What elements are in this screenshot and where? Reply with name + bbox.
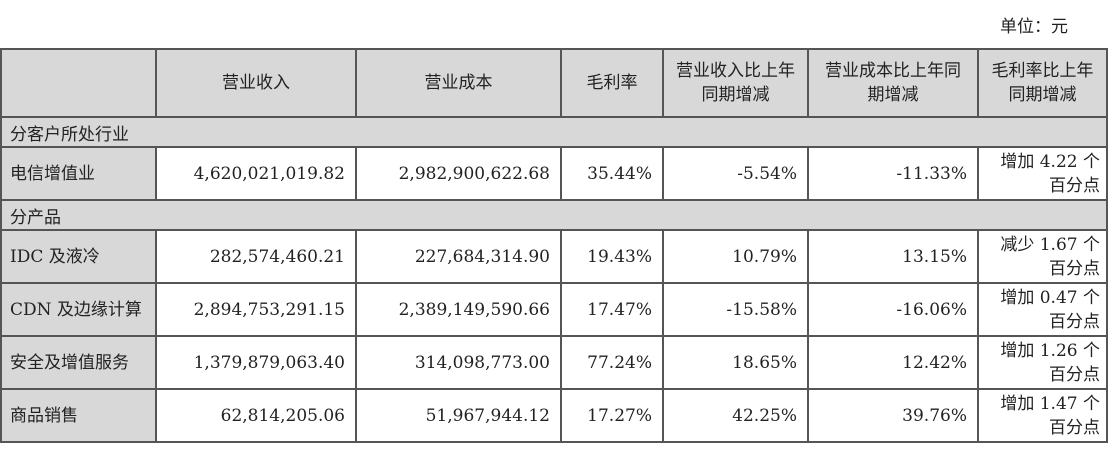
table-row: 电信增值业 4,620,021,019.82 2,982,900,622.68 35.… — [0, 146, 1108, 201]
section-title: 分客户所处行业 — [0, 116, 1108, 148]
row-label: 商品销售 — [0, 388, 157, 443]
header-cell: 营业成本比上年同期增减 — [807, 48, 979, 118]
rev-change-cell: -5.54% — [662, 146, 809, 201]
cost-change-cell: -11.33% — [807, 146, 979, 201]
header-cell — [0, 48, 157, 118]
revenue-cell: 282,574,460.21 — [155, 229, 357, 284]
margin-change-cell: 增加 4.22 个百分点 — [977, 146, 1108, 201]
margin-cell: 77.24% — [560, 335, 664, 390]
row-label: IDC 及液冷 — [0, 229, 157, 284]
section-row: 分客户所处行业 — [0, 116, 1108, 148]
header-cell: 营业成本 — [355, 48, 562, 118]
margin-change-cell: 增加 0.47 个百分点 — [977, 282, 1108, 337]
cost-change-cell: 13.15% — [807, 229, 979, 284]
financial-table: 营业收入 营业成本 毛利率 营业收入比上年同期增减 营业成本比上年同期增减 毛利… — [0, 48, 1108, 443]
header-cell: 营业收入 — [155, 48, 357, 118]
revenue-cell: 62,814,205.06 — [155, 388, 357, 443]
margin-cell: 19.43% — [560, 229, 664, 284]
cost-change-cell: 39.76% — [807, 388, 979, 443]
section-row: 分产品 — [0, 199, 1108, 231]
margin-cell: 17.27% — [560, 388, 664, 443]
table-row: IDC 及液冷 282,574,460.21 227,684,314.90 19.43… — [0, 229, 1108, 284]
rev-change-cell: 42.25% — [662, 388, 809, 443]
cost-cell: 314,098,773.00 — [355, 335, 562, 390]
margin-cell: 17.47% — [560, 282, 664, 337]
cost-cell: 2,982,900,622.68 — [355, 146, 562, 201]
row-label: 电信增值业 — [0, 146, 157, 201]
table-row: 安全及增值服务 1,379,879,063.40 314,098,773.00 77.… — [0, 335, 1108, 390]
margin-change-cell: 增加 1.47 个百分点 — [977, 388, 1108, 443]
revenue-cell: 4,620,021,019.82 — [155, 146, 357, 201]
cost-change-cell: 12.42% — [807, 335, 979, 390]
cost-cell: 51,967,944.12 — [355, 388, 562, 443]
unit-label: 单位：元 — [1000, 17, 1068, 37]
cost-cell: 2,389,149,590.66 — [355, 282, 562, 337]
margin-cell: 35.44% — [560, 146, 664, 201]
section-title: 分产品 — [0, 199, 1108, 231]
row-label: 安全及增值服务 — [0, 335, 157, 390]
header-cell: 毛利率 — [560, 48, 664, 118]
header-cell: 营业收入比上年同期增减 — [662, 48, 809, 118]
cost-cell: 227,684,314.90 — [355, 229, 562, 284]
row-label: CDN 及边缘计算 — [0, 282, 157, 337]
margin-change-cell: 增加 1.26 个百分点 — [977, 335, 1108, 390]
cost-change-cell: -16.06% — [807, 282, 979, 337]
margin-change-cell: 减少 1.67 个百分点 — [977, 229, 1108, 284]
revenue-cell: 2,894,753,291.15 — [155, 282, 357, 337]
rev-change-cell: 10.79% — [662, 229, 809, 284]
rev-change-cell: -15.58% — [662, 282, 809, 337]
header-cell: 毛利率比上年同期增减 — [977, 48, 1108, 118]
table-row: 商品销售 62,814,205.06 51,967,944.12 17.27% 42.2… — [0, 388, 1108, 443]
table-row: CDN 及边缘计算 2,894,753,291.15 2,389,149,590.6… — [0, 282, 1108, 337]
header-row: 营业收入 营业成本 毛利率 营业收入比上年同期增减 营业成本比上年同期增减 毛利… — [0, 48, 1108, 118]
rev-change-cell: 18.65% — [662, 335, 809, 390]
revenue-cell: 1,379,879,063.40 — [155, 335, 357, 390]
